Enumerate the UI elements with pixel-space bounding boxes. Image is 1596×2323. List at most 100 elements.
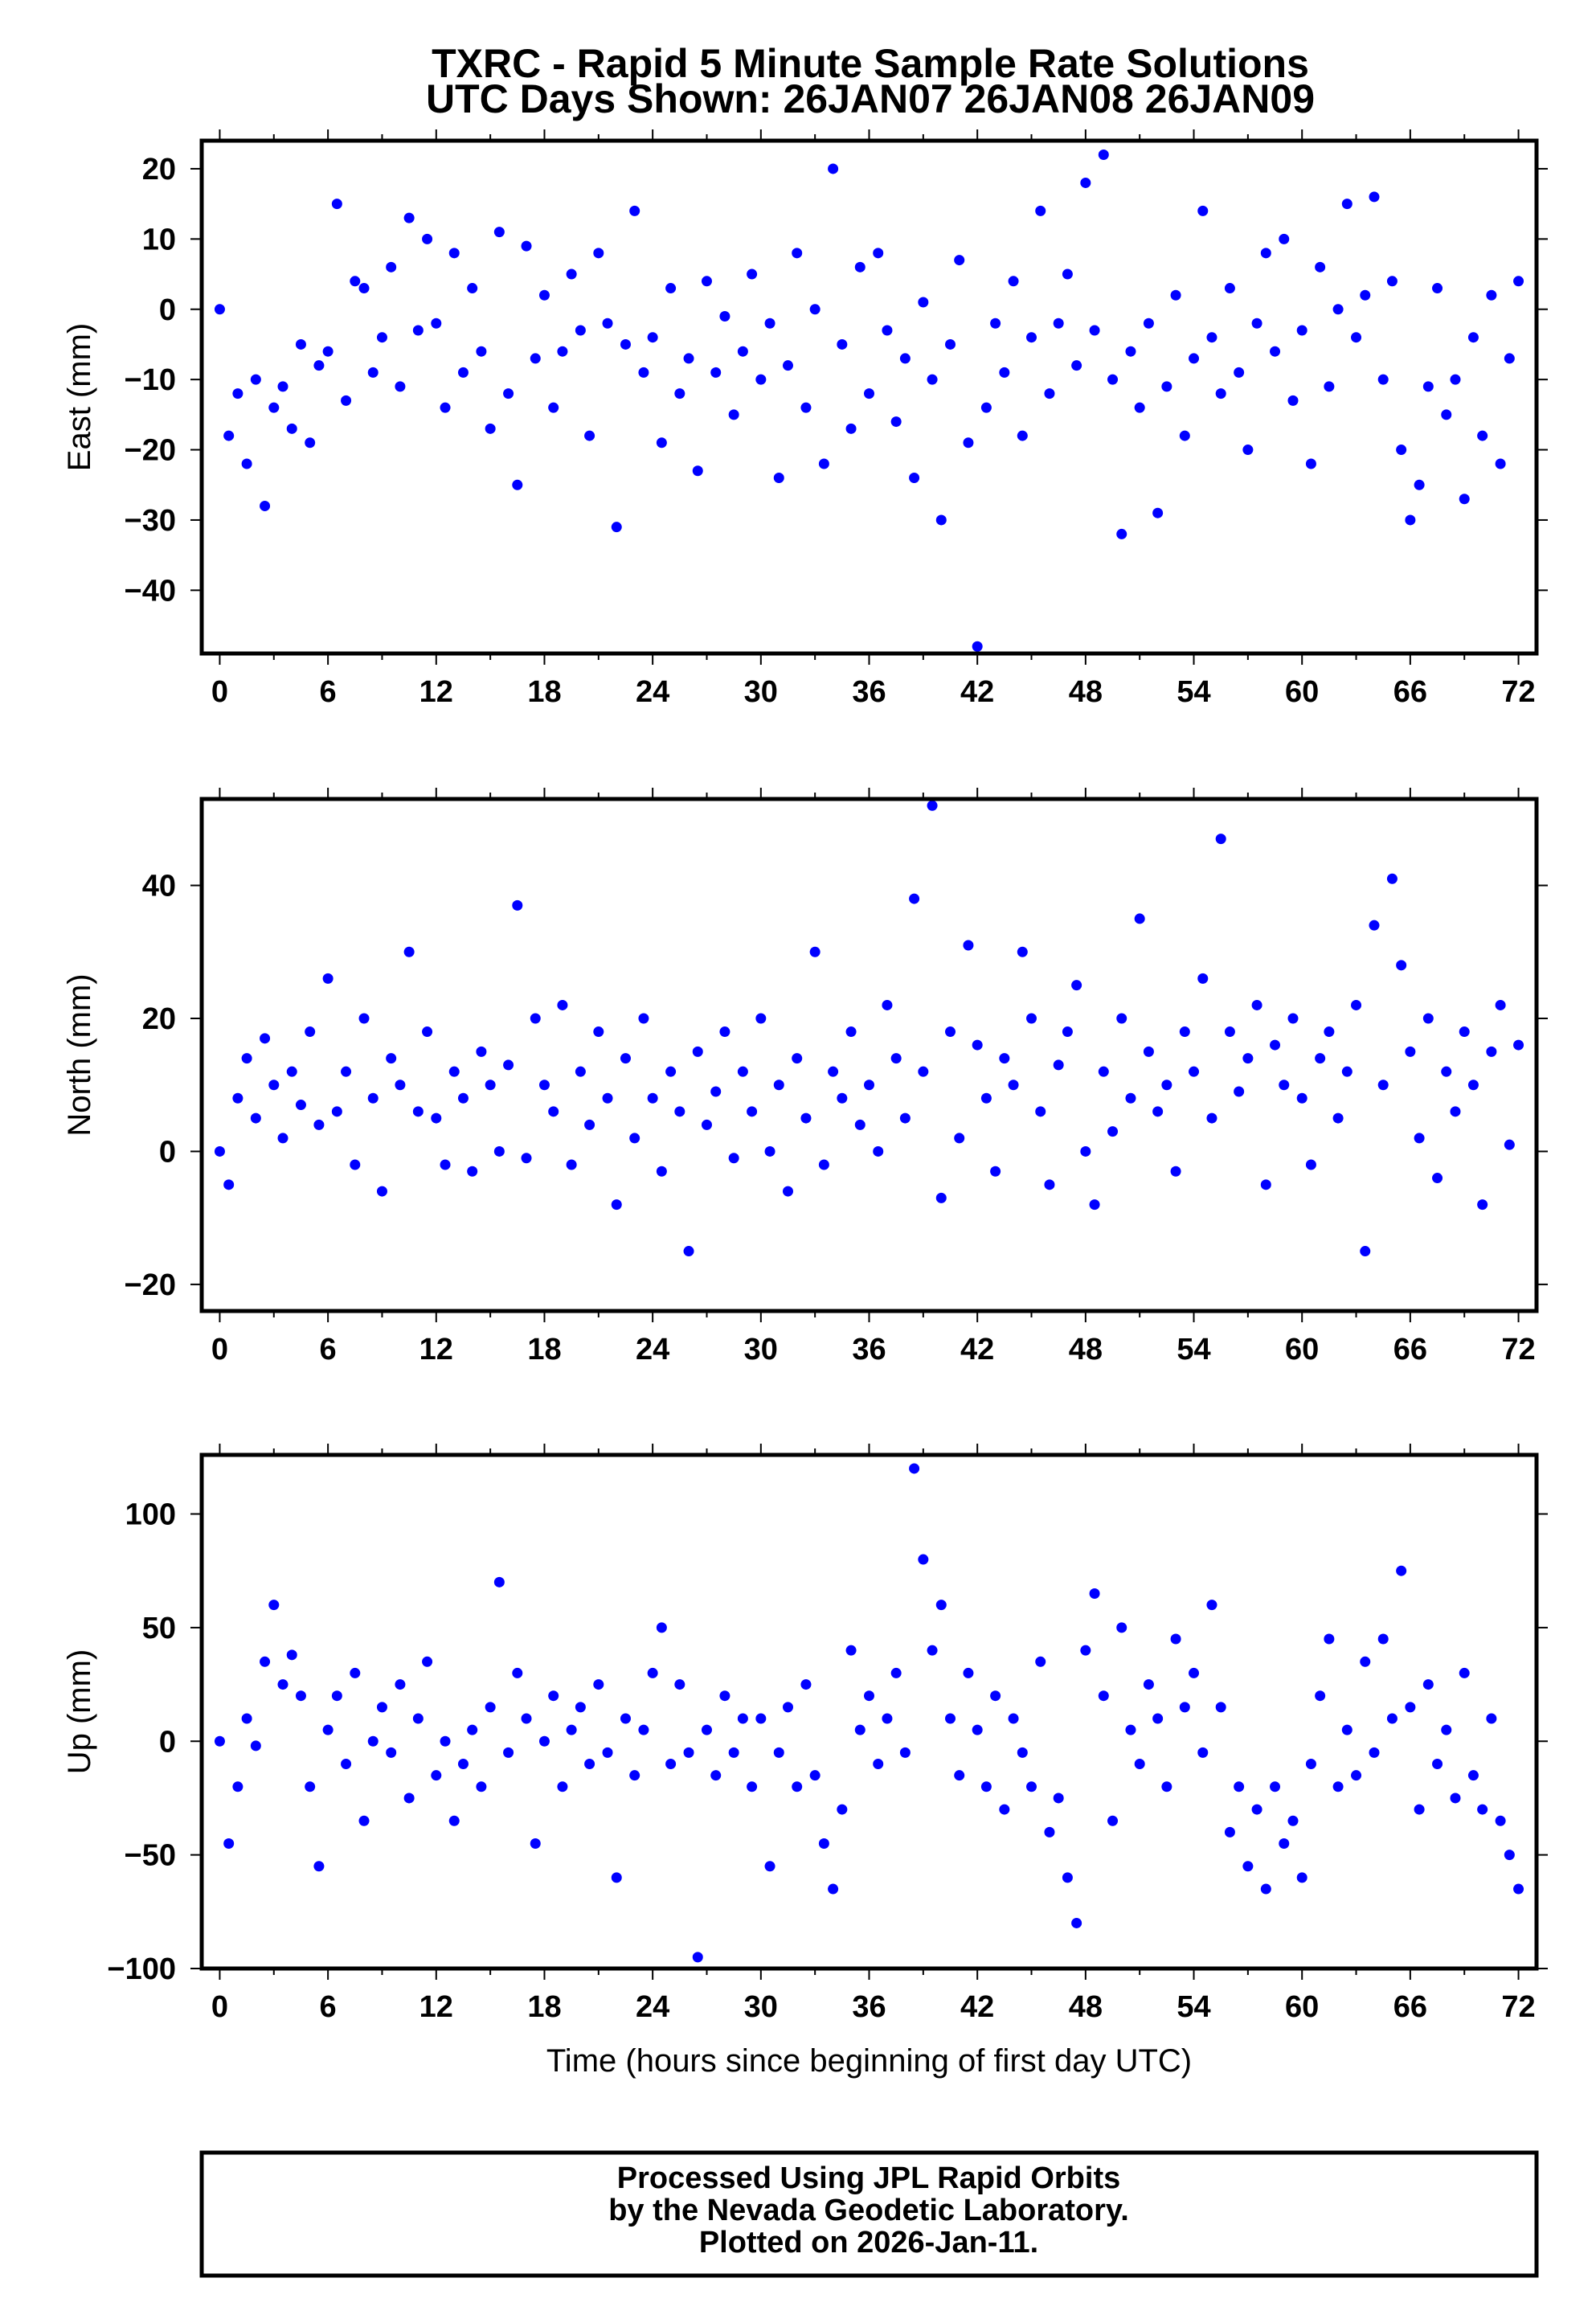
data-point — [386, 1747, 397, 1758]
chart-subtitle: UTC Days Shown: 26JAN07 26JAN08 26JAN09 — [426, 76, 1315, 121]
data-point — [277, 381, 289, 392]
plot-frame — [199, 1452, 1539, 1971]
data-point — [999, 1804, 1010, 1815]
data-point — [485, 423, 496, 434]
data-point — [260, 500, 271, 511]
data-point — [1296, 1872, 1307, 1883]
x-tick-label: 6 — [320, 1990, 337, 2024]
data-point — [412, 325, 424, 336]
data-point — [935, 514, 947, 526]
data-point — [232, 1092, 243, 1104]
data-point — [945, 1713, 956, 1724]
data-point — [611, 1199, 622, 1211]
data-point — [629, 205, 640, 216]
data-point — [503, 1059, 514, 1071]
data-points-up — [214, 1463, 1524, 1963]
data-point — [1035, 205, 1046, 216]
data-point — [980, 1781, 992, 1792]
data-point — [350, 1159, 361, 1170]
data-point — [512, 479, 523, 490]
data-point — [809, 946, 821, 957]
data-point — [331, 1690, 342, 1702]
data-point — [241, 1713, 252, 1724]
data-point — [1197, 205, 1209, 216]
data-point — [350, 276, 361, 287]
data-point — [747, 1781, 758, 1792]
data-point — [1170, 1166, 1181, 1177]
data-point — [376, 1186, 387, 1197]
data-point — [503, 388, 514, 399]
data-point — [1459, 494, 1470, 505]
data-point — [1377, 1633, 1389, 1645]
data-point — [305, 437, 316, 449]
data-point — [1071, 980, 1082, 991]
data-point — [1215, 834, 1226, 845]
data-point — [1360, 289, 1371, 301]
x-tick-label: 6 — [320, 675, 337, 709]
x-tick-label: 18 — [527, 675, 561, 709]
x-tick-label: 42 — [960, 1333, 994, 1366]
data-point — [918, 1554, 929, 1565]
data-point — [1062, 268, 1073, 280]
data-point — [250, 374, 261, 385]
data-point — [1414, 479, 1425, 490]
data-point — [1242, 1861, 1254, 1872]
data-point — [945, 1026, 956, 1038]
data-point — [1432, 283, 1443, 294]
data-point — [322, 973, 334, 984]
data-point — [620, 1053, 631, 1064]
data-point — [1287, 395, 1299, 406]
panel-east: 0 6 12 18 24 30 36 42 48 54 60 66 72 20 10 0 −10 −20 −30 −4… — [62, 129, 1548, 709]
y-tick-label: −50 — [125, 1839, 176, 1873]
x-tick-label: 54 — [1177, 1333, 1210, 1366]
data-point — [1026, 1013, 1037, 1024]
x-tick-label: 42 — [960, 675, 994, 709]
data-point — [728, 409, 739, 420]
data-point — [1441, 409, 1452, 420]
data-point — [1405, 1702, 1416, 1713]
data-point — [1315, 1053, 1326, 1064]
data-point — [665, 283, 677, 294]
data-point — [719, 1690, 730, 1702]
data-point — [286, 1066, 297, 1077]
data-point — [268, 1080, 280, 1091]
data-point — [602, 1092, 613, 1104]
data-point — [584, 1119, 595, 1130]
data-point — [1414, 1133, 1425, 1144]
data-point — [845, 1645, 857, 1656]
data-point — [584, 430, 595, 441]
data-point — [521, 240, 532, 252]
data-point — [1251, 318, 1262, 329]
data-point — [1080, 1645, 1091, 1656]
data-point — [313, 1119, 325, 1130]
data-point — [557, 1781, 568, 1792]
data-point — [557, 346, 568, 357]
data-point — [1450, 1792, 1461, 1804]
data-point — [792, 1781, 803, 1792]
data-point — [1161, 1080, 1172, 1091]
data-point — [1152, 1713, 1164, 1724]
data-point — [1432, 1759, 1443, 1770]
data-point — [1234, 1781, 1245, 1792]
x-tick-label: 6 — [320, 1333, 337, 1366]
data-point — [782, 1702, 793, 1713]
x-tick-label: 60 — [1285, 675, 1319, 709]
data-point — [448, 1815, 460, 1826]
data-point — [1098, 1690, 1109, 1702]
data-point — [1053, 318, 1064, 329]
data-point — [358, 1815, 370, 1826]
data-point — [747, 1106, 758, 1117]
x-tick-label: 72 — [1501, 1333, 1535, 1366]
data-point — [1143, 1679, 1154, 1690]
data-point — [611, 522, 622, 533]
data-point — [1098, 1066, 1109, 1077]
data-point — [890, 1667, 902, 1678]
data-point — [367, 1092, 379, 1104]
data-point — [1369, 1747, 1380, 1758]
data-point — [1062, 1872, 1073, 1883]
data-point — [1189, 353, 1200, 364]
data-point — [890, 1053, 902, 1064]
plot-frame — [199, 138, 1539, 656]
data-point — [1422, 1679, 1434, 1690]
data-points-east — [214, 149, 1524, 652]
